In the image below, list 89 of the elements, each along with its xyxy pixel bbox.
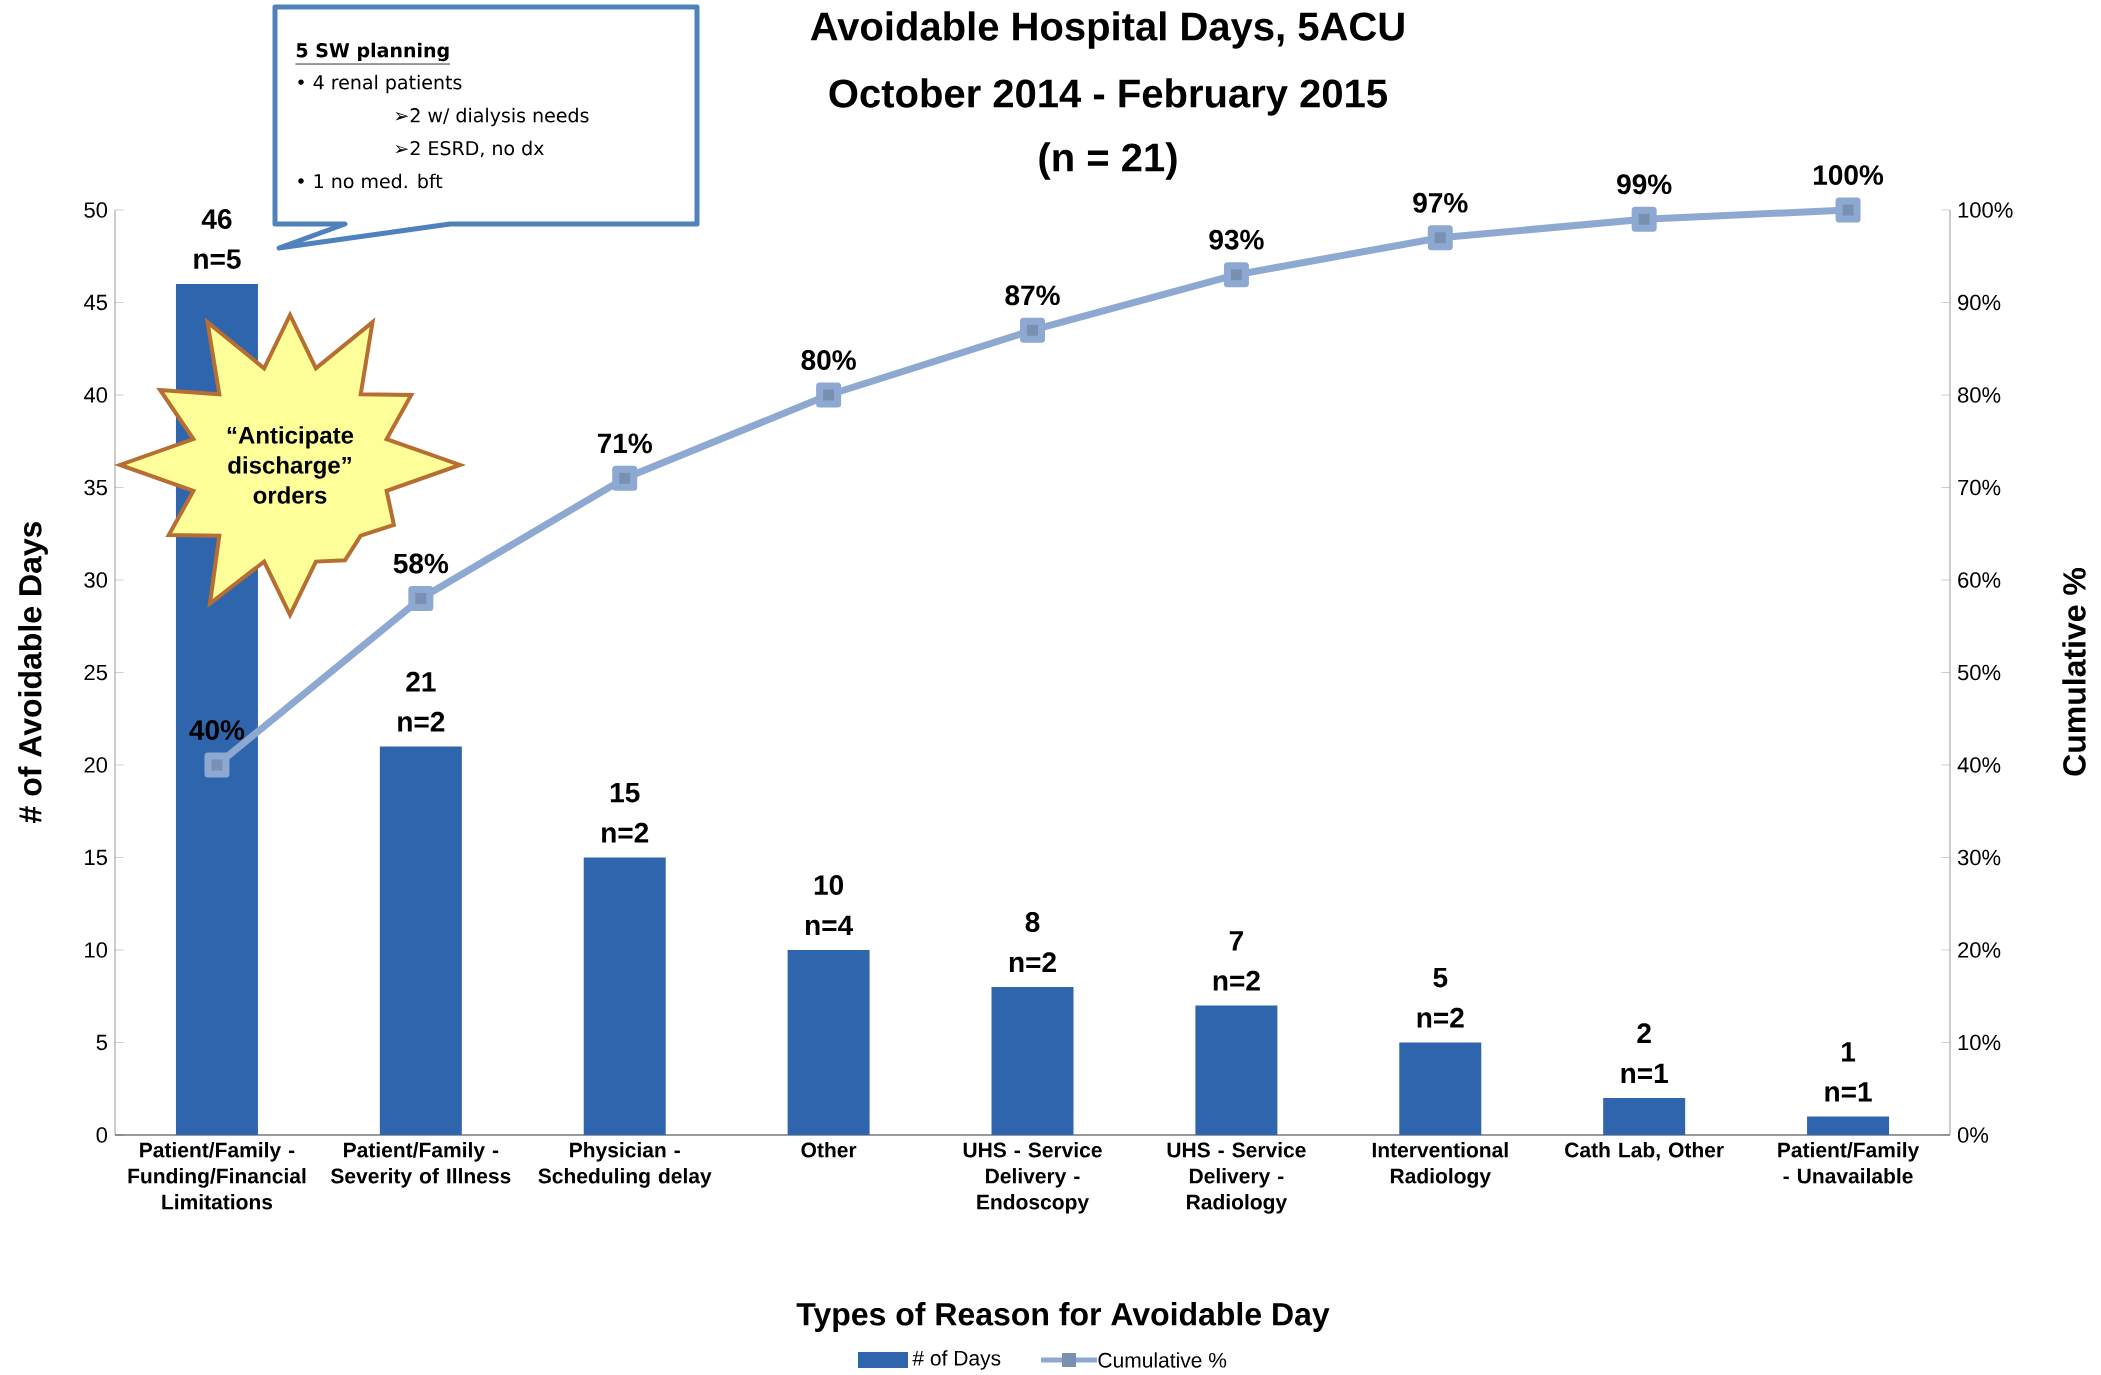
y-tick-label: 25	[84, 664, 107, 681]
point	[204, 752, 230, 778]
x-tick-label: Interventional Radiology	[1372, 1142, 1508, 1188]
y2-tick-label: 30%	[1957, 849, 2001, 866]
y-tick-label: 5	[96, 1034, 107, 1051]
y-tick-label: 40	[83, 387, 108, 403]
chart-subtitle: October 2014 - February 2015	[829, 78, 1387, 116]
data-label: 40%	[189, 720, 245, 740]
data-label: 10	[814, 875, 844, 895]
data-label: 46	[201, 209, 232, 229]
text: 5 SW planning	[296, 42, 449, 62]
data-label: 21	[406, 671, 436, 692]
annotation: n=2	[1213, 970, 1260, 991]
chart-title: Avoidable Hospital Days, 5ACU	[810, 11, 1404, 49]
text: ➢2 ESRD, no dx	[395, 140, 544, 158]
y2-tick-label: 90%	[1958, 294, 2001, 311]
data-label: 2	[1637, 1023, 1651, 1043]
annotation: n=1	[1621, 1063, 1668, 1083]
data-label: 87%	[1005, 285, 1060, 306]
y-tick-label: 30	[84, 572, 108, 588]
y2-tick-label: 40%	[1957, 757, 2001, 773]
bar	[1603, 1097, 1686, 1135]
y2-tick-label: 80%	[1958, 387, 2001, 403]
data-label: 15	[610, 782, 640, 803]
legend-label: Cumulative %	[1098, 1352, 1227, 1368]
annotation: n=5	[194, 249, 241, 269]
x-tick-label: Patient/Family - Unavailable	[1778, 1142, 1920, 1184]
annotation: n=2	[1009, 952, 1056, 972]
data-label: 97%	[1413, 192, 1468, 213]
text: (n = 21)	[1039, 142, 1177, 180]
annotation: n=4	[805, 915, 853, 935]
bar	[1195, 1005, 1278, 1135]
annotation: n=2	[602, 822, 649, 843]
data-label: 71%	[597, 433, 652, 454]
x-tick-label: Patient/Family - Funding/Financial Limitations	[128, 1142, 306, 1210]
y2-tick-label: 50%	[1957, 664, 2001, 681]
bar	[787, 949, 870, 1135]
x-tick-label: Cath Lab, Other	[1565, 1142, 1724, 1161]
x-tick-label: UHS - Service Delivery - Endoscopy	[963, 1142, 1102, 1214]
y-axis-title: # of Avoidable Days	[18, 521, 48, 823]
text: ➢2 w/ dialysis needs	[395, 107, 589, 127]
x-axis-title: Types of Reason for Avoidable Day	[796, 1302, 1330, 1332]
point	[1223, 262, 1249, 288]
point	[1427, 225, 1453, 251]
y-tick-label: 35	[84, 479, 107, 496]
point	[408, 585, 434, 611]
y2-tick-label: 20%	[1958, 942, 2001, 958]
y2-tick-label: 10%	[1958, 1034, 2001, 1051]
bar	[1807, 1116, 1890, 1135]
y-tick-label: 15	[85, 849, 107, 866]
data-label: 8	[1025, 912, 1040, 932]
data-label: 58%	[393, 553, 449, 574]
y-tick-label: 20	[84, 757, 108, 773]
point	[816, 382, 842, 408]
point	[1631, 206, 1657, 232]
data-label: 7	[1229, 931, 1243, 951]
data-label: 99%	[1617, 174, 1672, 195]
data-label: 1	[1842, 1042, 1856, 1062]
y2-axis-title: Cumulative %	[2062, 567, 2086, 776]
y2-tick-label: 100%	[1958, 202, 2013, 218]
y2-tick-label: 60%	[1958, 572, 2001, 588]
point	[612, 465, 638, 491]
y2-tick-label: 0%	[1957, 1127, 1989, 1143]
x-tick-label: UHS - Service Delivery - Radiology	[1167, 1142, 1306, 1214]
data-label: 5	[1433, 967, 1448, 988]
y-tick-label: 0	[96, 1127, 108, 1143]
y-tick-label: 50	[84, 202, 108, 218]
bar	[583, 857, 666, 1135]
x-tick-label: Physician - Scheduling delay	[538, 1142, 712, 1188]
annotation: n=1	[1825, 1082, 1872, 1102]
text: • 4 renal patients	[298, 74, 462, 94]
data-label: 80%	[801, 350, 856, 370]
bar	[991, 986, 1074, 1135]
data-label: 100%	[1814, 165, 1884, 185]
legend-label: # of Days	[912, 1350, 1001, 1370]
x-tick-label: Patient/Family - Severity of Illness	[330, 1142, 511, 1188]
bar	[379, 746, 462, 1135]
bar	[1399, 1042, 1482, 1135]
y-tick-label: 10	[85, 942, 108, 958]
annotation: “Anticipate discharge” orders	[227, 426, 354, 504]
text: • 1 no med. bft	[298, 173, 443, 189]
data-label: 93%	[1209, 229, 1264, 250]
point	[1835, 197, 1861, 223]
x-tick-label: Other	[801, 1142, 857, 1158]
annotation: n=2	[398, 711, 445, 732]
y2-tick-label: 70%	[1958, 479, 2001, 496]
y-tick-label: 45	[83, 294, 107, 311]
annotation: n=2	[1417, 1007, 1464, 1028]
point	[1020, 317, 1045, 343]
